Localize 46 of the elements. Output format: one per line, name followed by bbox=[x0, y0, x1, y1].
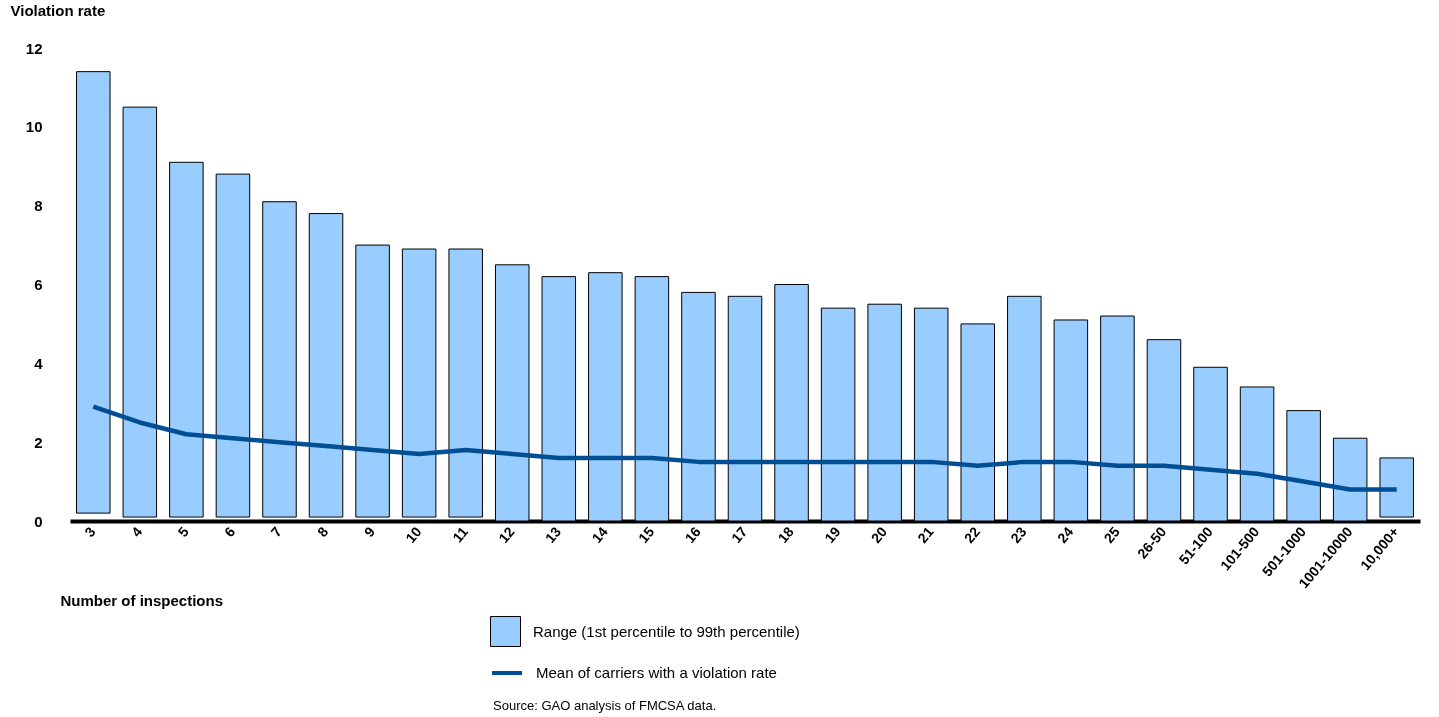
bar bbox=[122, 106, 158, 518]
x-tick-label: 15 bbox=[634, 523, 658, 546]
x-tick-label: 18 bbox=[774, 523, 798, 546]
bar bbox=[169, 161, 204, 518]
x-tick-label: 17 bbox=[728, 523, 751, 546]
x-tick-label: 3 bbox=[81, 523, 99, 540]
x-tick-label: 13 bbox=[541, 523, 565, 546]
bar bbox=[355, 244, 390, 518]
x-tick-label: 22 bbox=[960, 523, 984, 546]
y-tick-label: 4 bbox=[34, 354, 44, 372]
y-tick-label: 8 bbox=[34, 197, 43, 215]
x-tick-label: 10 bbox=[402, 523, 425, 546]
y-axis-title: Violation rate bbox=[10, 1, 106, 19]
x-axis-title: Number of inspections bbox=[60, 591, 224, 609]
bar bbox=[1379, 457, 1414, 518]
x-tick-label: 4 bbox=[127, 523, 146, 540]
bar bbox=[308, 213, 344, 518]
x-tick-label: 12 bbox=[495, 523, 518, 546]
x-tick-label: 16 bbox=[681, 523, 704, 546]
line-series bbox=[91, 404, 1399, 492]
x-tick-label: 6 bbox=[221, 523, 239, 540]
x-tick-label: 5 bbox=[174, 523, 192, 540]
y-tick-label: 6 bbox=[34, 276, 43, 293]
y-tick-label: 10 bbox=[25, 118, 43, 136]
x-tick-label: 7 bbox=[267, 523, 285, 540]
y-tick-label: 0 bbox=[34, 512, 43, 530]
x-tick-label: 20 bbox=[867, 523, 891, 546]
x-tick-label: 21 bbox=[914, 523, 937, 546]
bar bbox=[448, 248, 483, 518]
x-tick-label: 24 bbox=[1053, 523, 1077, 546]
bar bbox=[401, 248, 437, 518]
x-tick-label: 9 bbox=[360, 523, 379, 540]
y-tick-label: 2 bbox=[34, 433, 43, 451]
source-note: Source: GAO analysis of FMCSA data. bbox=[493, 698, 717, 713]
x-tick-label: 19 bbox=[821, 523, 844, 546]
legend-label: Range (1st percentile to 99th percentile) bbox=[533, 622, 800, 640]
legend-label: Mean of carriers with a violation rate bbox=[536, 664, 777, 681]
x-tick-label: 23 bbox=[1007, 523, 1030, 546]
x-tick-label: 14 bbox=[588, 523, 611, 546]
x-tick-label: 25 bbox=[1100, 523, 1123, 546]
x-tick-label: 8 bbox=[314, 523, 332, 540]
x-tick-label: 11 bbox=[449, 523, 472, 546]
bar bbox=[76, 71, 111, 514]
bar bbox=[215, 173, 251, 518]
y-tick-label: 12 bbox=[25, 39, 43, 57]
bar bbox=[262, 201, 297, 518]
